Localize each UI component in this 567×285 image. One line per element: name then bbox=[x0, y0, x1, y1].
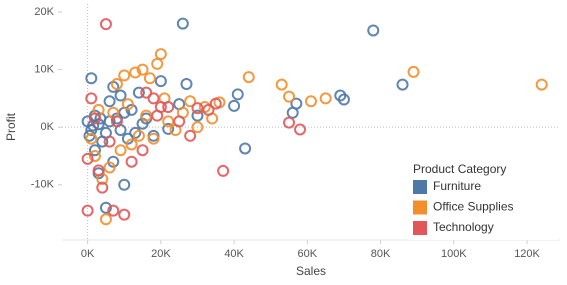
point bbox=[103, 161, 116, 174]
point bbox=[121, 98, 134, 111]
point bbox=[81, 204, 94, 217]
point bbox=[407, 65, 420, 78]
x-tick-label: 100K bbox=[441, 248, 467, 260]
point bbox=[184, 95, 197, 108]
point bbox=[191, 102, 204, 115]
point bbox=[136, 63, 149, 76]
point bbox=[129, 66, 142, 79]
point bbox=[242, 71, 255, 84]
point bbox=[103, 135, 116, 148]
legend-label: Technology bbox=[433, 220, 494, 234]
point bbox=[319, 92, 332, 105]
y-tick-label: 20K bbox=[34, 6, 54, 18]
x-tick-label: 120K bbox=[514, 248, 540, 260]
point bbox=[154, 48, 167, 61]
point bbox=[180, 78, 193, 91]
point bbox=[114, 144, 127, 157]
point bbox=[87, 119, 100, 132]
point bbox=[118, 69, 131, 82]
point bbox=[154, 75, 167, 88]
point bbox=[396, 78, 409, 91]
point bbox=[114, 89, 127, 102]
point bbox=[367, 24, 380, 37]
point bbox=[202, 103, 215, 116]
point bbox=[88, 144, 101, 157]
point bbox=[290, 97, 303, 110]
legend-label: Office Supplies bbox=[433, 200, 514, 214]
point bbox=[125, 138, 138, 151]
point bbox=[184, 129, 197, 142]
y-axis-title: Profit bbox=[4, 112, 18, 141]
legend-background bbox=[408, 158, 558, 240]
point bbox=[136, 144, 149, 157]
point bbox=[92, 164, 105, 177]
point bbox=[162, 101, 175, 114]
point bbox=[147, 92, 160, 105]
point bbox=[110, 78, 123, 91]
point bbox=[162, 115, 175, 128]
point bbox=[125, 155, 138, 168]
point bbox=[239, 142, 252, 155]
point bbox=[294, 123, 307, 136]
point bbox=[132, 129, 145, 142]
point bbox=[209, 97, 222, 110]
point bbox=[81, 152, 94, 165]
point bbox=[305, 95, 317, 108]
legend-swatch bbox=[413, 221, 427, 235]
legend: Product Category Furniture Office Supplie… bbox=[408, 158, 558, 240]
point bbox=[103, 95, 116, 108]
point bbox=[275, 78, 288, 91]
point bbox=[151, 57, 164, 70]
point bbox=[217, 164, 230, 177]
point bbox=[283, 90, 296, 103]
point bbox=[140, 86, 153, 99]
x-tick-label: 0K bbox=[81, 248, 95, 260]
point bbox=[85, 92, 98, 105]
point bbox=[191, 121, 204, 134]
point bbox=[85, 132, 98, 145]
point bbox=[535, 78, 548, 91]
legend-swatch bbox=[413, 180, 427, 194]
point bbox=[99, 18, 112, 31]
legend-swatch bbox=[413, 200, 427, 215]
point bbox=[176, 17, 189, 30]
point bbox=[162, 122, 175, 135]
x-axis-title: Sales bbox=[296, 264, 326, 278]
point bbox=[191, 109, 204, 122]
point bbox=[283, 116, 296, 129]
point bbox=[107, 204, 120, 217]
legend-label: Furniture bbox=[433, 179, 481, 193]
point bbox=[88, 149, 101, 162]
x-tick-label: 60K bbox=[298, 248, 318, 260]
point bbox=[110, 115, 123, 128]
point bbox=[337, 93, 350, 106]
x-tick-label: 20K bbox=[151, 248, 171, 260]
legend-title: Product Category bbox=[413, 162, 506, 176]
point bbox=[96, 181, 109, 194]
point bbox=[151, 109, 164, 122]
x-tick-label: 80K bbox=[371, 248, 391, 260]
point bbox=[99, 213, 112, 226]
point bbox=[99, 201, 112, 214]
point bbox=[173, 115, 186, 128]
point bbox=[147, 132, 160, 145]
point bbox=[132, 86, 145, 99]
x-tick-label: 40K bbox=[224, 248, 244, 260]
point bbox=[118, 178, 131, 191]
point bbox=[88, 112, 101, 125]
point bbox=[96, 135, 109, 148]
y-tick-label: 10K bbox=[34, 64, 54, 76]
plot-area bbox=[62, 4, 560, 240]
y-tick-label: -10K bbox=[31, 179, 55, 191]
point bbox=[118, 208, 131, 221]
point bbox=[231, 88, 244, 101]
y-tick-label: 0K bbox=[41, 121, 55, 133]
point bbox=[143, 72, 156, 85]
point bbox=[85, 72, 98, 85]
point bbox=[228, 99, 241, 112]
